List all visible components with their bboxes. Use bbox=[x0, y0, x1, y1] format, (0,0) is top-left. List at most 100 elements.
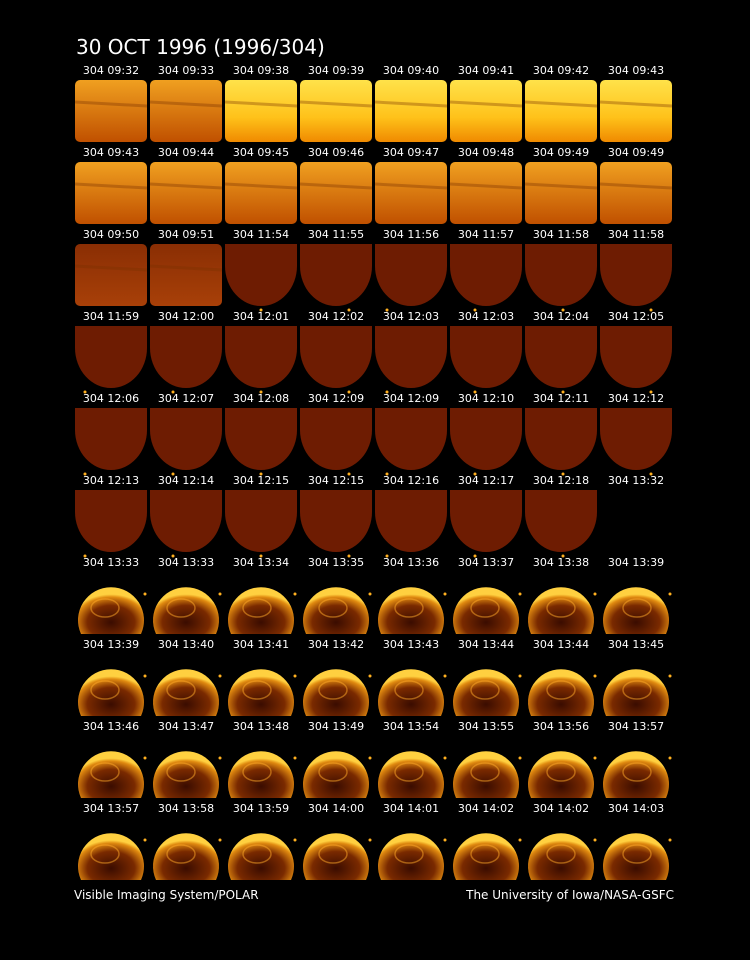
frame-image bbox=[78, 751, 144, 798]
frame-image bbox=[378, 587, 444, 634]
streak bbox=[524, 100, 598, 108]
star bbox=[473, 390, 477, 394]
frame: 304 09:32 bbox=[74, 64, 148, 142]
streak bbox=[524, 182, 598, 190]
streak bbox=[374, 182, 448, 190]
footer-left: Visible Imaging System/POLAR bbox=[74, 888, 259, 902]
frame: 304 11:59 bbox=[75, 310, 147, 394]
frame-label: 304 14:03 bbox=[608, 802, 664, 815]
frame-image bbox=[603, 833, 669, 880]
aurora-oval bbox=[546, 598, 576, 618]
frame-label: 304 13:33 bbox=[158, 556, 214, 569]
star bbox=[593, 756, 597, 760]
frame: 304 13:41 bbox=[228, 638, 297, 716]
frame-image bbox=[528, 669, 594, 716]
aurora-oval bbox=[90, 844, 120, 864]
frame-image bbox=[528, 587, 594, 634]
frame-image bbox=[300, 162, 372, 224]
frame-label: 304 12:15 bbox=[308, 474, 364, 487]
star bbox=[259, 554, 263, 558]
frame-label: 304 12:00 bbox=[158, 310, 214, 323]
frame-label: 304 13:57 bbox=[608, 720, 664, 733]
star bbox=[143, 838, 147, 842]
frame: 304 13:44 bbox=[453, 638, 522, 716]
star bbox=[593, 838, 597, 842]
frame-label: 304 09:45 bbox=[233, 146, 289, 159]
frame: 304 12:08 bbox=[225, 392, 297, 476]
frame: 304 09:43 bbox=[74, 146, 148, 224]
star bbox=[347, 554, 351, 558]
frame: 304 13:56 bbox=[528, 720, 597, 798]
frame-image bbox=[150, 490, 222, 552]
frame-label: 304 12:09 bbox=[383, 392, 439, 405]
star bbox=[218, 592, 222, 596]
aurora-oval bbox=[242, 680, 272, 700]
frame: 304 09:50 bbox=[74, 228, 148, 306]
frame: 304 09:40 bbox=[374, 64, 448, 142]
frame-image bbox=[525, 490, 597, 552]
frame: 304 12:01 bbox=[225, 310, 297, 394]
frame-image bbox=[153, 587, 219, 634]
frame: 304 09:49 bbox=[599, 146, 673, 224]
star bbox=[347, 472, 351, 476]
frame-image bbox=[300, 326, 372, 388]
aurora-oval bbox=[622, 844, 652, 864]
aurora-oval bbox=[546, 680, 576, 700]
frame-label: 304 12:12 bbox=[608, 392, 664, 405]
frame: 304 12:03 bbox=[450, 310, 522, 394]
streak bbox=[599, 100, 673, 108]
star bbox=[83, 554, 87, 558]
frame: 304 13:34 bbox=[228, 556, 297, 634]
star bbox=[259, 472, 263, 476]
frame-image bbox=[525, 408, 597, 470]
frame-image bbox=[453, 751, 519, 798]
frame-image bbox=[525, 326, 597, 388]
star bbox=[668, 592, 672, 596]
frame: 304 09:39 bbox=[299, 64, 373, 142]
frame-label: 304 11:54 bbox=[233, 228, 289, 241]
frame: 304 14:02 bbox=[453, 802, 522, 880]
frame-label: 304 09:41 bbox=[458, 64, 514, 77]
frame: 304 09:48 bbox=[449, 146, 523, 224]
frame: 304 09:44 bbox=[149, 146, 223, 224]
frame-image bbox=[450, 490, 522, 552]
frame-label: 304 14:00 bbox=[308, 802, 364, 815]
frame: 304 13:59 bbox=[228, 802, 297, 880]
frame-label: 304 13:39 bbox=[83, 638, 139, 651]
frame-image bbox=[228, 833, 294, 880]
frame-image bbox=[153, 833, 219, 880]
star bbox=[218, 838, 222, 842]
star bbox=[668, 838, 672, 842]
frame-label: 304 13:57 bbox=[83, 802, 139, 815]
frame: 304 12:17 bbox=[450, 474, 522, 558]
frame-label: 304 12:07 bbox=[158, 392, 214, 405]
frame-image bbox=[300, 408, 372, 470]
frame-image bbox=[228, 669, 294, 716]
aurora-oval bbox=[166, 680, 196, 700]
star bbox=[649, 308, 653, 312]
star bbox=[443, 592, 447, 596]
aurora-oval bbox=[470, 762, 500, 782]
frame-image bbox=[450, 244, 522, 306]
frame: 304 12:07 bbox=[150, 392, 222, 476]
frame-image bbox=[225, 490, 297, 552]
frame-label: 304 13:58 bbox=[158, 802, 214, 815]
frame-image bbox=[450, 80, 522, 142]
frame-image bbox=[150, 80, 222, 142]
frame: 304 12:15 bbox=[225, 474, 297, 558]
aurora-oval bbox=[166, 844, 196, 864]
frame: 304 14:03 bbox=[603, 802, 672, 880]
frame: 304 12:14 bbox=[150, 474, 222, 558]
star bbox=[143, 756, 147, 760]
star bbox=[83, 390, 87, 394]
frame-image bbox=[225, 408, 297, 470]
frame: 304 13:57 bbox=[78, 802, 147, 880]
frame-image bbox=[525, 162, 597, 224]
frame: 304 13:38 bbox=[528, 556, 597, 634]
frame-label: 304 13:33 bbox=[83, 556, 139, 569]
frame-image bbox=[603, 751, 669, 798]
frame: 304 13:46 bbox=[78, 720, 147, 798]
aurora-oval bbox=[318, 680, 348, 700]
streak bbox=[299, 100, 373, 108]
